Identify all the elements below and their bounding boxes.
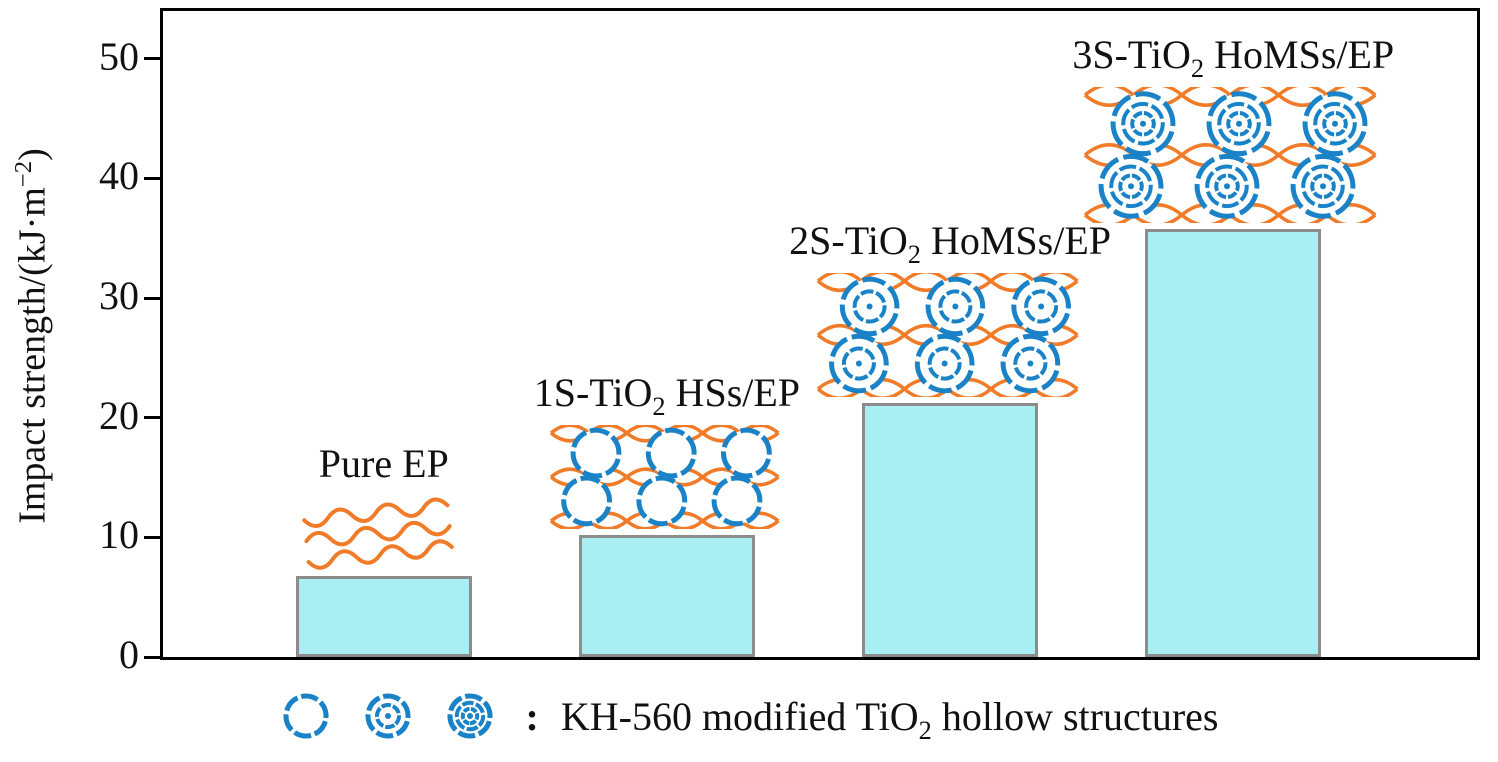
y-tick-mark <box>144 535 160 539</box>
bar <box>578 534 755 657</box>
y-tick-mark <box>144 176 160 180</box>
legend: : KH-560 modified TiO2 hollow structures <box>0 678 1498 754</box>
bar-decoration <box>1083 82 1383 227</box>
y-axis-title-text: Impact strength/(kJ·m <box>11 187 54 524</box>
y-tick-label: 10 <box>99 512 139 558</box>
y-tick-mark <box>144 57 160 61</box>
single-shell-icon <box>280 690 332 742</box>
bar-decoration <box>298 496 470 570</box>
legend-text-post: hollow structures <box>931 693 1219 739</box>
legend-text: KH-560 modified TiO2 hollow structures <box>560 693 1219 743</box>
bar-decoration <box>816 270 1084 401</box>
bar-decoration <box>549 423 784 531</box>
y-tick-mark <box>144 416 160 420</box>
y-tick-label: 0 <box>119 632 139 677</box>
y-tick-label: 20 <box>99 392 139 438</box>
3-shell-cluster-illustration <box>1084 82 1377 227</box>
1-shell-cluster-illustration <box>550 423 780 531</box>
legend-text-sub: 2 <box>918 714 932 745</box>
bar <box>862 403 1039 657</box>
y-tick-mark <box>144 296 160 300</box>
y-axis-title-exponent: −2 <box>10 160 37 188</box>
y-tick-label: 50 <box>99 33 139 79</box>
bar-label: 1S-TiO2 HSs/EP <box>533 369 801 421</box>
y-tick-label: 40 <box>99 153 139 199</box>
bar <box>295 575 472 657</box>
bar <box>1145 228 1322 657</box>
2-shell-cluster-illustration <box>816 270 1079 401</box>
y-tick-label: 30 <box>99 273 139 319</box>
polymer-waves-illustration <box>301 497 454 570</box>
y-axis-title: Impact strength/(kJ·m−2) <box>10 10 55 662</box>
y-tick-mark <box>144 655 160 659</box>
legend-colon: : <box>525 693 539 739</box>
bar-label: Pure EP <box>318 440 449 486</box>
legend-text-pre: KH-560 modified TiO <box>560 693 919 739</box>
bar-label: 3S-TiO2 HoMSs/EP <box>1072 31 1395 83</box>
bar-label: 2S-TiO2 HoMSs/EP <box>789 218 1112 270</box>
legend-icons <box>280 690 496 742</box>
y-axis-title-close: ) <box>11 148 54 161</box>
plot-area: 0 10 20 30 40 50 Pure EP 1S-TiO2 HSs/EP 2S-TiO2 … <box>99 8 1480 675</box>
double-shell-icon <box>362 690 414 742</box>
triple-shell-icon <box>444 690 496 742</box>
